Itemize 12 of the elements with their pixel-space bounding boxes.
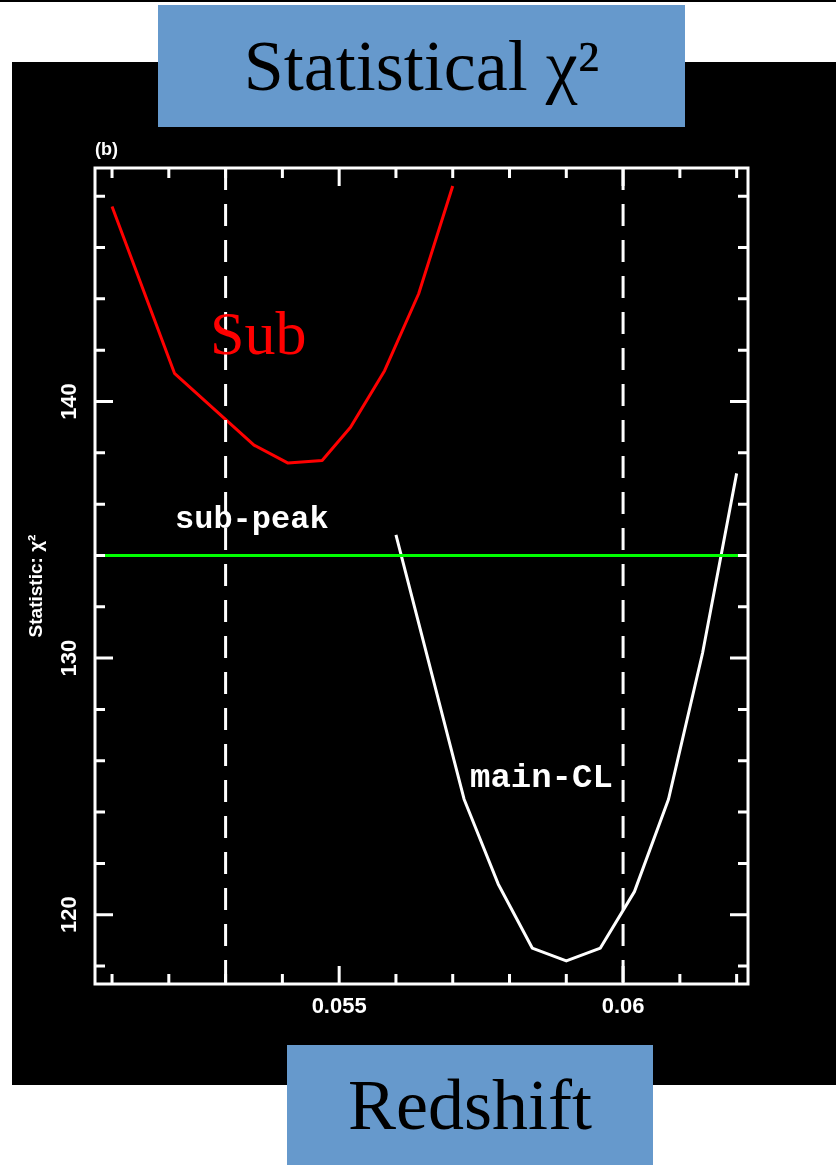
y-tick-label: 120 [56, 896, 82, 934]
y-axis-title: Statistic: χ² [25, 534, 47, 638]
x-axis-title: Redshift [287, 1045, 653, 1165]
y-tick-label: 130 [56, 639, 82, 677]
x-tick-label: 0.055 [311, 993, 367, 1019]
chart-title: Statistical χ² [158, 5, 685, 127]
series-label: main-CL [470, 758, 613, 797]
text: (b) [95, 138, 118, 159]
y-tick-label: 140 [56, 383, 82, 420]
x-tick-label: 0.06 [601, 993, 645, 1019]
series-label: Sub [210, 299, 307, 368]
annotation: sub-peak [175, 501, 329, 539]
